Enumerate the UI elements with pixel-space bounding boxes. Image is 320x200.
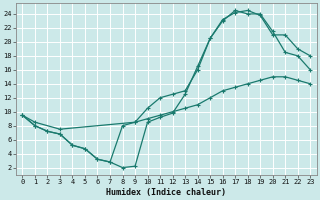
X-axis label: Humidex (Indice chaleur): Humidex (Indice chaleur) — [106, 188, 226, 197]
